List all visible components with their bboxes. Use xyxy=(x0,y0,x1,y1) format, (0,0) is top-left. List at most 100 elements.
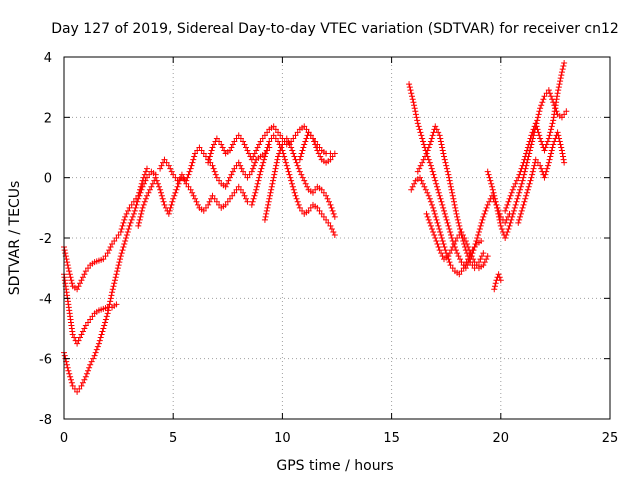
data-point xyxy=(69,280,76,287)
data-point xyxy=(117,228,124,235)
data-point xyxy=(458,268,465,275)
data-point xyxy=(272,126,279,133)
data-point xyxy=(284,165,291,172)
series-satellite-track-1 xyxy=(61,165,150,293)
data-point xyxy=(330,228,337,235)
data-point xyxy=(435,129,442,136)
data-point xyxy=(548,150,555,157)
data-point xyxy=(91,352,98,359)
data-point xyxy=(257,138,264,145)
data-point xyxy=(439,253,446,260)
data-point xyxy=(537,105,544,112)
data-point xyxy=(264,144,271,151)
data-point xyxy=(94,343,101,350)
data-point xyxy=(200,207,207,214)
data-point xyxy=(68,277,75,284)
series-satellite-track-17 xyxy=(515,129,568,226)
series-satellite-track-11 xyxy=(414,123,487,272)
data-point xyxy=(303,126,310,133)
data-point xyxy=(323,192,330,199)
data-point xyxy=(241,192,248,199)
data-point xyxy=(301,141,308,148)
data-point xyxy=(168,168,175,175)
data-point xyxy=(454,213,461,220)
data-point xyxy=(248,168,255,175)
data-point xyxy=(281,153,288,160)
data-point xyxy=(533,123,540,130)
x-tick-label: 25 xyxy=(602,431,619,446)
data-point xyxy=(425,216,432,223)
series-satellite-track-2 xyxy=(61,168,159,395)
data-point xyxy=(185,183,192,190)
data-point xyxy=(264,204,271,211)
data-point xyxy=(530,165,537,172)
data-point xyxy=(286,141,293,148)
data-point xyxy=(478,253,485,260)
data-point xyxy=(289,180,296,187)
data-point xyxy=(424,189,431,196)
data-point xyxy=(258,165,265,172)
data-point xyxy=(497,277,504,284)
data-point xyxy=(438,141,445,148)
data-point xyxy=(271,168,278,175)
data-point xyxy=(486,174,493,181)
data-point xyxy=(74,388,81,395)
data-point xyxy=(419,180,426,187)
data-point xyxy=(111,238,118,245)
data-point xyxy=(290,135,297,142)
data-point xyxy=(542,171,549,178)
data-point xyxy=(243,195,249,202)
data-point xyxy=(221,147,228,154)
data-point xyxy=(529,168,536,175)
data-point xyxy=(90,355,97,362)
data-point xyxy=(454,216,461,223)
data-point xyxy=(104,250,111,257)
data-point xyxy=(75,337,82,344)
data-point xyxy=(434,219,441,226)
data-point xyxy=(191,153,198,160)
series-satellite-track-5 xyxy=(157,144,273,190)
data-point xyxy=(107,295,114,302)
data-point xyxy=(423,150,430,157)
data-point xyxy=(314,147,321,154)
x-tick-label: 20 xyxy=(493,431,510,446)
data-point xyxy=(528,174,535,181)
data-point xyxy=(524,144,531,151)
data-point xyxy=(119,222,126,229)
data-point xyxy=(505,198,512,205)
data-point xyxy=(416,126,423,133)
data-point xyxy=(525,183,532,190)
data-point xyxy=(106,301,113,308)
data-point xyxy=(209,162,216,169)
data-point xyxy=(256,171,263,178)
data-point xyxy=(296,204,303,211)
data-point xyxy=(441,244,448,251)
data-point xyxy=(563,108,570,115)
data-point xyxy=(266,192,273,199)
data-point xyxy=(278,144,285,151)
data-point xyxy=(117,253,124,260)
data-point xyxy=(454,250,461,257)
data-point xyxy=(261,153,268,160)
data-point xyxy=(543,141,550,148)
data-point xyxy=(545,135,552,142)
data-point xyxy=(136,192,143,199)
data-point xyxy=(194,201,201,208)
data-point xyxy=(456,222,463,229)
data-point xyxy=(259,162,266,169)
data-point xyxy=(491,283,498,290)
data-point xyxy=(320,189,327,196)
data-point xyxy=(188,162,195,169)
data-point xyxy=(122,213,129,220)
data-point xyxy=(198,147,205,154)
data-point xyxy=(412,108,419,115)
data-point xyxy=(477,256,484,263)
data-point xyxy=(445,222,452,229)
y-tick-label: 4 xyxy=(44,51,52,66)
data-point xyxy=(441,210,448,217)
data-point xyxy=(67,274,74,281)
data-point xyxy=(438,250,445,257)
data-point xyxy=(509,213,516,220)
data-point xyxy=(426,141,433,148)
data-point xyxy=(235,183,242,190)
